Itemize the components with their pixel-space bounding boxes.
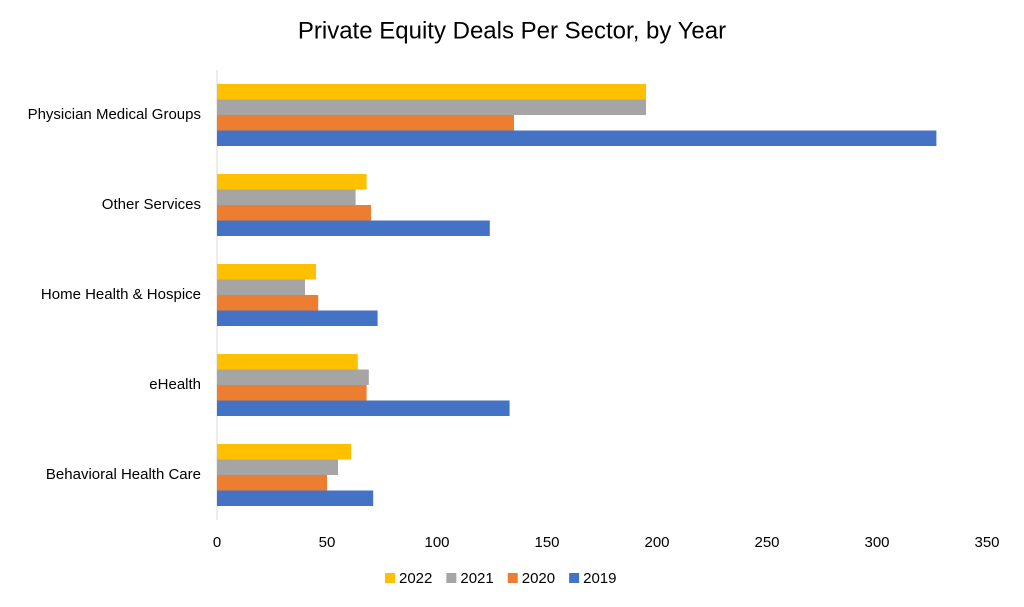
- bar: [217, 369, 369, 385]
- bar: [217, 444, 352, 460]
- bar: [217, 220, 490, 236]
- bar: [217, 385, 367, 401]
- bar: [217, 295, 319, 311]
- bar: [217, 264, 316, 280]
- x-tick-label: 50: [319, 534, 336, 551]
- bar: [217, 205, 371, 221]
- bar: [217, 84, 646, 100]
- bar: [217, 174, 367, 190]
- x-tick-label: 150: [534, 534, 559, 551]
- legend-swatch: [385, 573, 395, 583]
- bar: [217, 99, 646, 115]
- x-tick-label: 300: [864, 534, 889, 551]
- legend-swatch: [569, 573, 580, 583]
- bar: [217, 354, 358, 370]
- x-tick-label: 100: [424, 534, 449, 551]
- legend-label: 2019: [583, 570, 616, 587]
- x-tick-label: 0: [213, 534, 221, 551]
- chart-title: Private Equity Deals Per Sector, by Year: [298, 17, 726, 44]
- legend-swatch: [507, 573, 518, 583]
- legend-label: 2022: [399, 570, 432, 587]
- y-tick-label: Home Health & Hospice: [41, 286, 201, 303]
- bar: [217, 459, 338, 475]
- bar: [217, 130, 937, 146]
- x-tick-label: 200: [644, 534, 669, 551]
- bar: [217, 279, 305, 295]
- bar: [217, 115, 514, 131]
- y-tick-label: Other Services: [102, 196, 201, 213]
- legend-label: 2021: [460, 570, 493, 587]
- legend-swatch: [446, 573, 457, 583]
- y-tick-label: eHealth: [149, 376, 201, 393]
- legend-label: 2020: [522, 570, 555, 587]
- bar: [217, 310, 378, 326]
- x-tick-label: 350: [974, 534, 999, 551]
- bar: [217, 475, 327, 491]
- bar: [217, 189, 356, 205]
- bar: [217, 490, 374, 506]
- bar: [217, 400, 510, 416]
- y-tick-label: Behavioral Health Care: [46, 466, 201, 483]
- x-tick-label: 250: [754, 534, 779, 551]
- y-tick-label: Physician Medical Groups: [28, 106, 201, 123]
